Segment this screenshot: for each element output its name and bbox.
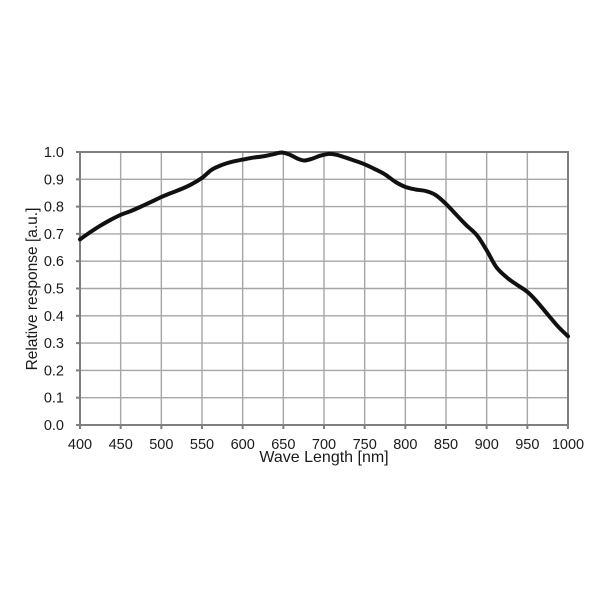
x-tick-label: 400 <box>68 437 92 453</box>
x-tick-label: 600 <box>231 437 255 453</box>
x-tick-label: 900 <box>475 437 499 453</box>
x-tick-label: 500 <box>149 437 173 453</box>
x-tick-label: 800 <box>393 437 417 453</box>
y-tick-label: 0.2 <box>44 363 64 379</box>
x-tick-label: 850 <box>434 437 458 453</box>
y-axis-title: Relative response [a.u.] <box>24 208 41 371</box>
y-tick-label: 0.8 <box>44 200 64 216</box>
tick-label-layer: 400 450 500 550 600 650 700 750 800 850 900 950 1000… <box>44 145 584 453</box>
y-tick-label: 0.7 <box>44 227 64 243</box>
grid-layer <box>79 151 569 426</box>
x-tick-label: 1000 <box>552 437 584 453</box>
x-axis-title: Wave Length [nm] <box>259 449 388 466</box>
tick-layer <box>76 151 569 429</box>
y-tick-label: 0.0 <box>44 418 64 434</box>
y-tick-label: 0.6 <box>44 254 64 270</box>
response-curve <box>78 150 570 339</box>
curve-layer <box>78 150 570 339</box>
y-tick-label: 0.9 <box>44 172 64 188</box>
x-tick-label: 650 <box>271 437 295 453</box>
x-tick-label: 950 <box>515 437 539 453</box>
x-tick-label: 750 <box>353 437 377 453</box>
y-tick-label: 0.1 <box>44 391 64 407</box>
y-tick-label: 0.5 <box>44 282 64 298</box>
x-tick-label: 700 <box>312 437 336 453</box>
y-tick-label: 0.3 <box>44 336 64 352</box>
x-tick-label: 450 <box>109 437 133 453</box>
y-tick-label: 0.4 <box>44 309 64 325</box>
y-tick-label: 1.0 <box>44 145 64 161</box>
x-tick-label: 550 <box>190 437 214 453</box>
